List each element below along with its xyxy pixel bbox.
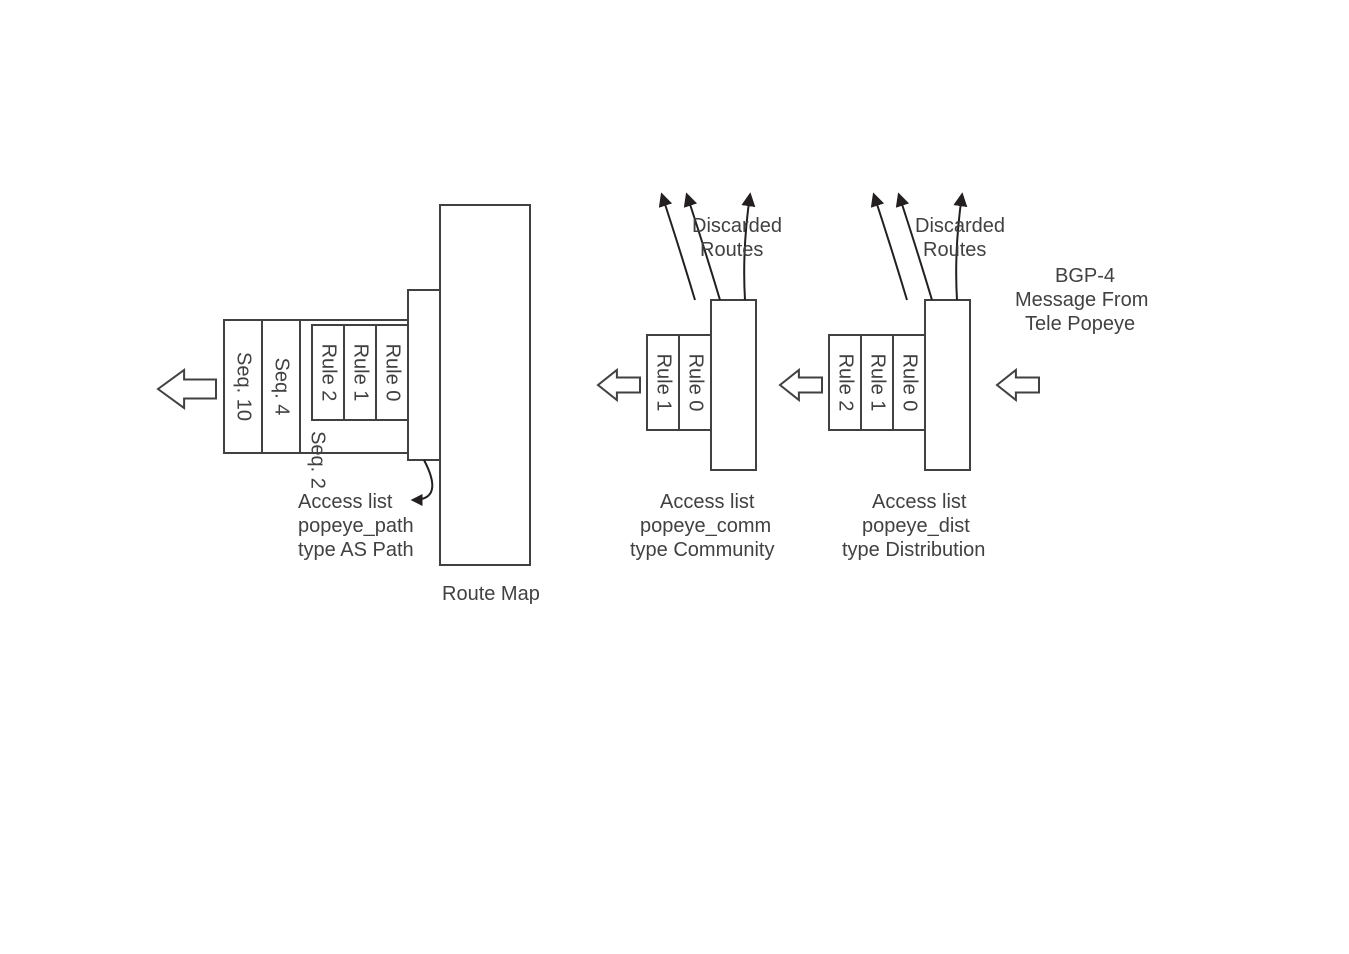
acl-dist-label-2: popeye_dist bbox=[862, 515, 970, 537]
dist-rule-1-label: Rule 1 bbox=[867, 354, 889, 412]
bgp-label-3: Tele Popeye bbox=[1025, 313, 1135, 335]
flow-arrow-2 bbox=[598, 370, 640, 400]
bgp-label-1: BGP-4 bbox=[1055, 265, 1115, 287]
flow-arrow-1 bbox=[780, 370, 822, 400]
route-map-box bbox=[440, 205, 530, 565]
seq-2-label: Seq. 2 bbox=[307, 431, 329, 489]
acl-comm-label-3: type Community bbox=[630, 539, 775, 561]
path-acl-pointer bbox=[413, 460, 432, 500]
discarded-comm-label-2: Routes bbox=[700, 239, 763, 261]
path-rule-0-label: Rule 0 bbox=[382, 344, 404, 402]
path-rule-1-label: Rule 1 bbox=[350, 344, 372, 402]
dist-acl-box bbox=[925, 300, 970, 470]
discarded-comm-label-1: Discarded bbox=[692, 215, 782, 237]
discarded-dist-label-1: Discarded bbox=[915, 215, 1005, 237]
discard-dist-arrow-0 bbox=[874, 195, 907, 300]
seq-4-label: Seq. 4 bbox=[271, 358, 293, 416]
bgp-label-2: Message From bbox=[1015, 289, 1148, 311]
acl-comm-label-1: Access list bbox=[660, 491, 755, 513]
flow-arrow-3 bbox=[158, 370, 216, 408]
discard-comm-arrow-0 bbox=[662, 195, 695, 300]
dist-rule-0-label: Rule 0 bbox=[899, 354, 921, 412]
acl-path-label-2: popeye_path bbox=[298, 515, 414, 537]
path-acl-box bbox=[408, 290, 440, 460]
route-map-label: Route Map bbox=[442, 583, 540, 605]
discarded-dist-label-2: Routes bbox=[923, 239, 986, 261]
acl-path-label-3: type AS Path bbox=[298, 539, 414, 561]
dist-rule-2-label: Rule 2 bbox=[835, 354, 857, 412]
comm-acl-box bbox=[711, 300, 756, 470]
acl-dist-label-3: type Distribution bbox=[842, 539, 985, 561]
comm-rule-1-label: Rule 1 bbox=[653, 354, 675, 412]
path-rule-2-label: Rule 2 bbox=[318, 344, 340, 402]
acl-dist-label-1: Access list bbox=[872, 491, 967, 513]
acl-path-label-1: Access list bbox=[298, 491, 393, 513]
seq-10-label: Seq. 10 bbox=[233, 352, 255, 421]
flow-arrow-0 bbox=[997, 370, 1039, 400]
acl-comm-label-2: popeye_comm bbox=[640, 515, 771, 537]
comm-rule-0-label: Rule 0 bbox=[685, 354, 707, 412]
